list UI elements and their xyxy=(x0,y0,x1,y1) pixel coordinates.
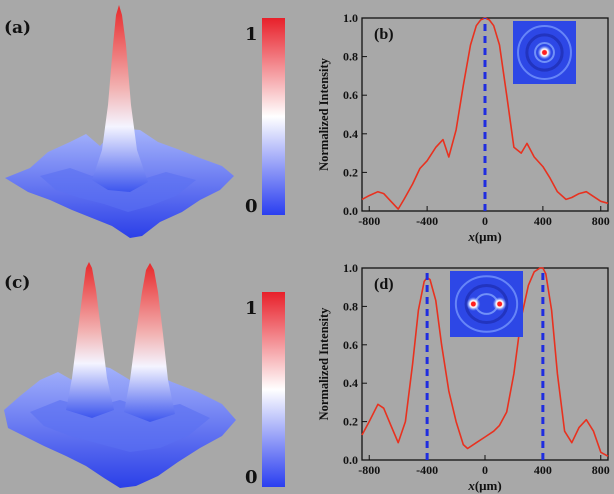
inset-ring xyxy=(517,25,572,80)
y-tick-label: 1.0 xyxy=(343,261,358,275)
x-tick-label: 0 xyxy=(482,463,488,477)
y-tick-label: 0.2 xyxy=(343,415,358,429)
x-tick-label: -800 xyxy=(358,214,380,228)
colorbar-a xyxy=(262,18,285,215)
x-tick-label: 400 xyxy=(534,463,552,477)
surface-plot-c xyxy=(4,262,236,488)
x-tick-label: 800 xyxy=(592,214,610,228)
y-tick-label: 0.2 xyxy=(343,165,358,179)
surface-peak-a xyxy=(92,5,148,192)
line-chart-d: 0.0 0.2 0.4 0.6 0.8 1.0 -800 -400 0 400 800 Normali… xyxy=(317,261,610,493)
surface-peak-c-right xyxy=(124,263,175,422)
inset-spot-core xyxy=(542,50,547,55)
y-axis-label: Normalized Intensity xyxy=(317,307,331,421)
x-tick-label: -400 xyxy=(416,463,438,477)
inset-ring xyxy=(454,275,519,333)
colorbar-a-min-label: 0 xyxy=(245,196,258,217)
x-tick-label: -400 xyxy=(416,214,438,228)
panel-label-d: (d) xyxy=(374,276,394,293)
surface-peak-c-left xyxy=(66,262,114,418)
x-tick-label: 0 xyxy=(482,214,488,228)
y-tick-label: 0.4 xyxy=(343,376,358,390)
y-axis-label: Normalized Intensity xyxy=(317,57,331,171)
y-tick-label: 0.0 xyxy=(343,204,358,218)
panel-label-a: (a) xyxy=(4,18,32,38)
x-axis-label: x(μm) xyxy=(467,229,501,244)
y-tick-label: 0.6 xyxy=(343,338,358,352)
line-chart-b: 0.0 0.2 0.4 0.6 0.8 1.0 -800 -400 0 400 800 Normali… xyxy=(317,11,610,244)
y-tick-label: 0.0 xyxy=(343,453,358,467)
x-tick-label: -800 xyxy=(358,463,380,477)
x-axis-label: x(μm) xyxy=(467,478,501,493)
x-tick-label: 400 xyxy=(534,214,552,228)
panel-label-c: (c) xyxy=(4,273,31,293)
colorbar-c-max-label: 1 xyxy=(245,298,258,319)
colorbar-c xyxy=(262,292,285,487)
inset-image-b xyxy=(513,21,576,84)
inset-spot-core xyxy=(497,301,503,307)
series-line xyxy=(361,267,609,457)
y-tick-label: 0.6 xyxy=(343,88,358,102)
surface-plot-a xyxy=(5,5,234,238)
inset-ring xyxy=(534,42,555,63)
colorbar-c-min-label: 0 xyxy=(245,467,258,488)
inset-ring xyxy=(464,284,509,324)
inset-spot-core xyxy=(470,301,476,307)
x-tick-label: 800 xyxy=(592,463,610,477)
panel-label-b: (b) xyxy=(374,26,394,43)
y-tick-label: 0.4 xyxy=(343,127,358,141)
y-tick-label: 0.8 xyxy=(343,50,358,64)
inset-image-d xyxy=(450,271,523,337)
y-tick-label: 1.0 xyxy=(343,11,358,25)
inset-ring xyxy=(525,33,564,72)
colorbar-a-max-label: 1 xyxy=(245,24,258,45)
inset-background xyxy=(450,271,523,337)
y-tick-label: 0.8 xyxy=(343,299,358,313)
